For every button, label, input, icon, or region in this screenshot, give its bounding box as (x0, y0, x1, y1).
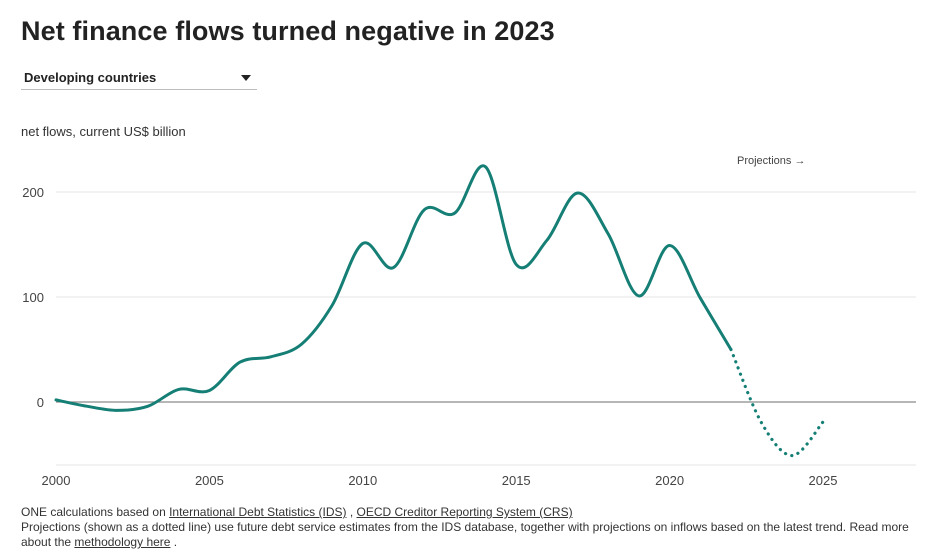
x-tick-label: 2025 (809, 473, 838, 488)
projection-series-line (729, 347, 825, 458)
chart-title: Net finance flows turned negative in 202… (21, 16, 555, 46)
y-tick-label: 100 (22, 290, 44, 305)
chevron-down-icon[interactable] (241, 75, 251, 81)
methodology-link[interactable]: methodology here (74, 535, 171, 549)
ids-link[interactable]: International Debt Statistics (IDS) (169, 505, 347, 519)
crs-link[interactable]: OECD Creditor Reporting System (CRS) (356, 505, 573, 519)
dropdown-selected-value: Developing countries (24, 70, 157, 85)
source-separator: , (346, 505, 357, 519)
projection-note: Projections (shown as a dotted line) use… (21, 520, 909, 549)
y-axis-label: net flows, current US$ billion (21, 124, 186, 139)
note-end: . (170, 535, 178, 549)
methodology-line: Projections (shown as a dotted line) use… (21, 520, 921, 550)
x-tick-label: 2010 (348, 473, 377, 488)
line-chart: 0 100 200 2000 2005 2010 2015 2020 2025 Projectio… (22, 155, 916, 488)
x-tick-label: 2020 (655, 473, 684, 488)
source-line: ONE calculations based on International … (21, 505, 921, 520)
projections-annotation: Projections → (737, 155, 805, 167)
x-tick-label: 2000 (42, 473, 71, 488)
source-note: ONE calculations based on International … (21, 505, 921, 550)
x-tick-label: 2015 (502, 473, 531, 488)
source-prefix: ONE calculations based on (21, 505, 170, 519)
country-group-dropdown[interactable]: Developing countries (21, 66, 257, 90)
y-tick-label: 200 (22, 185, 44, 200)
y-tick-label: 0 (37, 395, 44, 410)
historical-series-line (54, 164, 733, 412)
x-tick-label: 2005 (195, 473, 224, 488)
